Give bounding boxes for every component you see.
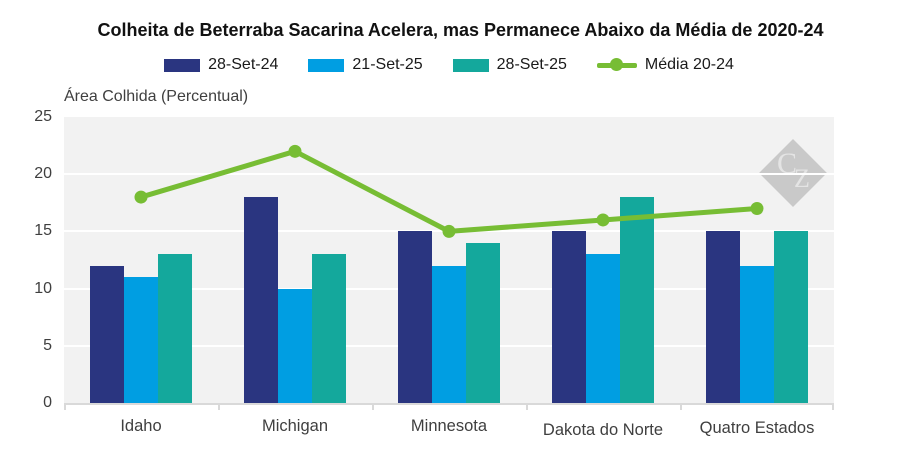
x-category-label-dakota-do-norte: Dakota do Norte	[542, 421, 664, 439]
chart-title: Colheita de Beterraba Sacarina Acelera, …	[97, 20, 824, 40]
x-axis-line	[64, 403, 834, 405]
legend-item-28-set-24: 28-Set-24	[164, 56, 278, 74]
x-axis-tick	[832, 405, 834, 410]
watermark-letter-c: C	[777, 147, 798, 180]
bar-28-set-24-minnesota	[398, 231, 432, 403]
watermark: C Z	[758, 138, 828, 208]
gridline-20	[64, 173, 834, 176]
media-line-layer	[134, 144, 764, 238]
legend-line-marker-icon	[596, 58, 637, 72]
bar-28-set-25-quatro-estados	[774, 231, 808, 403]
x-category-label-michigan: Michigan	[261, 417, 329, 435]
x-category-label-quatro-estados: Quatro Estados	[699, 419, 815, 437]
legend-label: Média 20-24	[644, 56, 734, 73]
media-marker-idaho	[134, 190, 148, 204]
y-tick-label-25: 25	[34, 108, 52, 125]
x-axis-tick	[526, 405, 528, 410]
bar-21-set-25-michigan	[278, 288, 312, 403]
y-tick-label-10: 10	[34, 279, 52, 297]
bar-28-set-25-dakota-do-norte	[620, 197, 654, 403]
bar-21-set-25-idaho	[124, 277, 158, 403]
legend-swatch-icon	[308, 58, 345, 72]
legend-label: 21-Set-25	[352, 56, 423, 73]
y-tick-label-5: 5	[43, 336, 52, 354]
bar-28-set-24-michigan	[244, 197, 278, 403]
legend-item-media-20-24: Média 20-24	[596, 56, 734, 74]
watermark-letter-z: Z	[794, 164, 810, 193]
media-marker-dakota-do-norte	[596, 213, 610, 227]
legend-swatch-icon	[164, 58, 201, 72]
x-axis-tick	[64, 405, 66, 410]
bar-28-set-25-idaho	[158, 254, 192, 403]
x-category-label-minnesota: Minnesota	[410, 417, 488, 435]
x-category-label-idaho: Idaho	[120, 417, 162, 435]
legend-label: 28-Set-25	[496, 56, 567, 73]
x-axis-tick	[372, 405, 374, 410]
bar-21-set-25-quatro-estados	[740, 265, 774, 403]
x-axis-tick	[218, 405, 220, 410]
y-tick-label-15: 15	[34, 222, 52, 240]
bar-28-set-24-dakota-do-norte	[552, 231, 586, 403]
x-axis-tick	[680, 405, 682, 410]
legend-line-dot	[609, 58, 623, 71]
media-marker-quatro-estados	[750, 202, 764, 216]
media-marker-minnesota	[442, 224, 456, 238]
bar-28-set-24-idaho	[90, 265, 124, 403]
y-tick-label-20: 20	[34, 165, 52, 183]
bar-28-set-25-minnesota	[466, 242, 500, 403]
legend-item-21-set-25: 21-Set-25	[308, 56, 423, 74]
bar-21-set-25-dakota-do-norte	[586, 254, 620, 403]
bar-28-set-24-quatro-estados	[706, 231, 740, 403]
media-marker-michigan	[288, 144, 302, 158]
legend-swatch-icon	[452, 58, 489, 72]
bar-21-set-25-minnesota	[432, 265, 466, 403]
y-axis-title: Área Colhida (Percentual)	[64, 88, 249, 105]
legend-label: 28-Set-24	[208, 56, 279, 73]
media-line	[140, 148, 758, 234]
legend-item-28-set-25: 28-Set-25	[452, 56, 567, 74]
y-tick-label-0: 0	[43, 394, 52, 411]
legend: 28-Set-24 21-Set-25 28-Set-25 Média 20-24	[64, 54, 834, 76]
bar-28-set-25-michigan	[312, 254, 346, 403]
plot-area: C Z	[64, 117, 834, 403]
